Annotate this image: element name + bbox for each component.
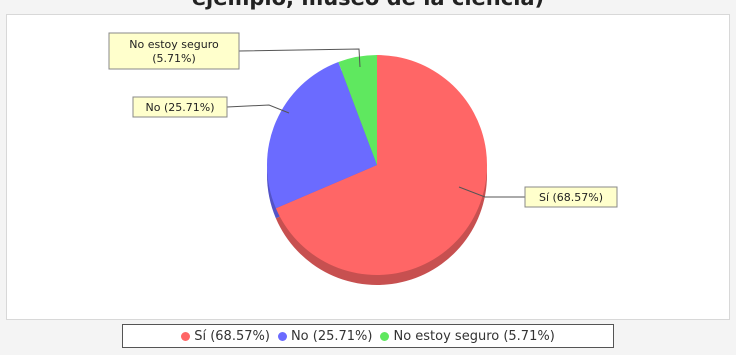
chart-title: ejemplo, museo de la ciencia)	[0, 0, 736, 10]
legend-item-no-estoy-seguro: No estoy seguro (5.71%)	[380, 328, 555, 344]
pie-slice-2	[338, 55, 377, 165]
legend-item-si: Sí (68.57%)	[181, 329, 270, 344]
data-label-1-0: No (25.71%)	[146, 101, 215, 114]
legend-item-no: No (25.71%)	[277, 328, 373, 344]
plot-area: Sí (68.57%) No (25.71%) No estoy seguro (5.…	[6, 14, 730, 320]
legend-swatch-no	[277, 331, 287, 341]
legend-label-si: Sí (68.57%)	[194, 328, 270, 344]
leader-line-2	[238, 48, 361, 68]
legend-swatch-no-estoy-seguro	[380, 331, 390, 341]
data-label-2-0: No estoy seguro	[129, 38, 219, 51]
leader-line-0	[458, 186, 525, 198]
data-label-2-1: (5.71%)	[152, 52, 196, 65]
label-box-0	[524, 186, 618, 208]
legend-label-no-estoy-seguro: No estoy seguro (5.71%)	[393, 328, 555, 344]
leader-line-1	[226, 104, 290, 114]
legend: Sí (68.57%) No (25.71%) No estoy seguro …	[122, 324, 614, 348]
data-label-0-0: Sí (68.57%)	[539, 191, 603, 204]
pie-slice-1	[266, 62, 377, 209]
pie-chart: Sí (68.57%) No (25.71%) No estoy seguro(5.…	[108, 32, 618, 285]
legend-swatch-si	[181, 331, 191, 341]
legend-label-no: No (25.71%)	[290, 328, 373, 344]
label-box-1	[132, 96, 228, 118]
label-box-2	[108, 32, 240, 70]
pie-slice-0	[275, 55, 487, 275]
